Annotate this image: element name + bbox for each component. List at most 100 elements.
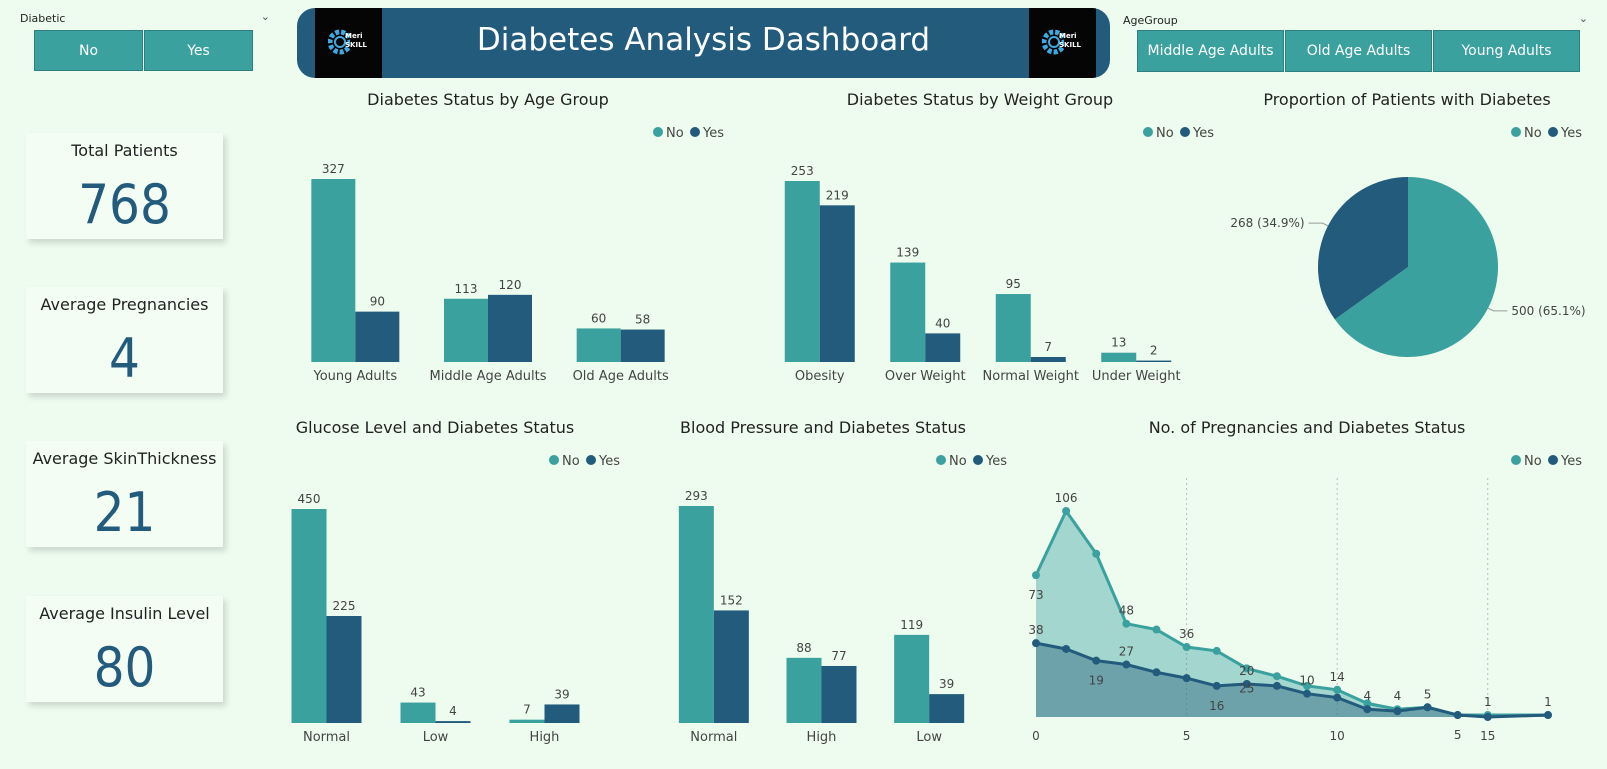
bar bbox=[435, 721, 471, 723]
data-point bbox=[1122, 660, 1131, 669]
diabetic-slicer: Diabetic ⌄ No Yes bbox=[20, 10, 270, 72]
area-plot: 0 5 10 15 73 106 48 36 25 14 4 5 1 1 38 19 27 16 20 10 4 5 bbox=[1028, 478, 1552, 743]
data-point bbox=[1483, 713, 1492, 721]
data-label: 106 bbox=[1055, 491, 1078, 505]
age-option-old[interactable]: Old Age Adults bbox=[1285, 30, 1432, 72]
data-label: 2 bbox=[1150, 344, 1158, 358]
chart-title: Diabetes Status by Age Group bbox=[367, 90, 609, 109]
x-tick-label: 0 bbox=[1032, 729, 1040, 743]
bar bbox=[291, 509, 327, 723]
legend-label: No bbox=[666, 126, 684, 141]
kpi-value: 80 bbox=[93, 636, 156, 699]
data-label: 4 bbox=[1394, 689, 1402, 703]
data-point bbox=[1242, 679, 1251, 688]
category-label: Normal bbox=[303, 730, 350, 745]
category-label: Normal bbox=[690, 730, 737, 745]
data-label: 152 bbox=[720, 593, 743, 607]
bar bbox=[544, 704, 580, 723]
data-point bbox=[1423, 703, 1432, 712]
legend-marker bbox=[1511, 127, 1521, 137]
x-tick-label: 15 bbox=[1480, 729, 1495, 743]
data-label: 139 bbox=[896, 246, 919, 260]
diabetic-option-yes[interactable]: Yes bbox=[144, 30, 253, 71]
chart-title: Proportion of Patients with Diabetes bbox=[1263, 90, 1550, 109]
data-label: 119 bbox=[900, 618, 923, 632]
area-fill bbox=[1036, 511, 1548, 717]
bar bbox=[678, 506, 714, 723]
data-label: 19 bbox=[1089, 674, 1104, 688]
bar bbox=[819, 205, 855, 362]
data-label: 36 bbox=[1179, 627, 1194, 641]
data-point bbox=[1212, 681, 1221, 690]
bar bbox=[400, 702, 436, 723]
legend-label: No bbox=[562, 454, 580, 469]
legend-marker bbox=[653, 127, 663, 137]
age-option-young[interactable]: Young Adults bbox=[1433, 30, 1580, 72]
chevron-down-icon[interactable]: ⌄ bbox=[1578, 12, 1588, 25]
bar bbox=[311, 179, 356, 362]
diabetic-slicer-title: Diabetic bbox=[20, 12, 66, 25]
pie-label: 268 (34.9%) bbox=[1230, 216, 1304, 230]
data-point bbox=[1092, 549, 1101, 558]
data-label: 95 bbox=[1006, 277, 1021, 291]
data-label: 1 bbox=[1544, 695, 1552, 709]
data-point bbox=[1152, 625, 1161, 634]
bar bbox=[1030, 356, 1066, 362]
bar bbox=[620, 329, 665, 362]
data-label: 88 bbox=[796, 641, 811, 655]
gear-icon bbox=[1042, 29, 1064, 55]
data-point bbox=[1212, 646, 1221, 655]
data-point bbox=[1122, 619, 1131, 628]
logo-right: Meri SKILL bbox=[1029, 8, 1096, 78]
data-point bbox=[1182, 674, 1191, 683]
data-label: 5 bbox=[1424, 687, 1432, 701]
data-label: 58 bbox=[635, 313, 650, 327]
pie-slice bbox=[1334, 177, 1498, 358]
legend-label: Yes bbox=[598, 454, 620, 469]
kpi-card-average-pregnancies: Average Pregnancies 4 bbox=[26, 287, 223, 393]
data-label: 48 bbox=[1119, 604, 1134, 618]
kpi-card-average-insulin: Average Insulin Level 80 bbox=[26, 596, 223, 702]
data-label: 5 bbox=[1454, 728, 1462, 742]
legend-label: No bbox=[1524, 454, 1542, 469]
bar bbox=[355, 311, 400, 362]
data-label: 450 bbox=[298, 492, 321, 506]
legend-marker bbox=[549, 455, 559, 465]
bar bbox=[1136, 360, 1172, 362]
legend-marker bbox=[1548, 455, 1558, 465]
data-label: 10 bbox=[1299, 674, 1314, 688]
data-point bbox=[1453, 711, 1462, 720]
legend-label: No bbox=[1524, 126, 1542, 141]
data-label: 120 bbox=[499, 278, 522, 292]
legend-marker bbox=[586, 455, 596, 465]
category-label: High bbox=[807, 730, 837, 745]
data-label: 14 bbox=[1330, 670, 1345, 684]
logo-left: Meri SKILL bbox=[315, 8, 382, 78]
legend-marker bbox=[690, 127, 700, 137]
age-option-middle[interactable]: Middle Age Adults bbox=[1137, 30, 1284, 72]
bar bbox=[821, 665, 857, 723]
legend-label: Yes bbox=[1192, 126, 1214, 141]
chevron-down-icon[interactable]: ⌄ bbox=[260, 10, 270, 23]
kpi-card-total-patients: Total Patients 768 bbox=[26, 133, 223, 239]
legend-marker bbox=[1143, 127, 1153, 137]
legend-label: Yes bbox=[985, 454, 1007, 469]
age-group-slicer: AgeGroup ⌄ Middle Age Adults Old Age Adu… bbox=[1123, 12, 1588, 74]
kpi-value: 768 bbox=[78, 173, 171, 236]
data-label: 20 bbox=[1239, 664, 1254, 678]
bar bbox=[929, 694, 965, 723]
bar bbox=[444, 298, 488, 362]
data-label: 39 bbox=[554, 687, 569, 701]
bar bbox=[509, 719, 545, 723]
diabetic-option-no[interactable]: No bbox=[34, 30, 143, 71]
data-point bbox=[1242, 664, 1251, 673]
data-point bbox=[1303, 681, 1312, 690]
pie-slice bbox=[1317, 177, 1408, 320]
data-label: 25 bbox=[1239, 681, 1254, 695]
data-point bbox=[1032, 571, 1040, 580]
category-label: Low bbox=[916, 730, 942, 745]
category-label: High bbox=[530, 730, 560, 745]
data-point bbox=[1333, 685, 1342, 694]
data-label: 293 bbox=[685, 489, 708, 503]
